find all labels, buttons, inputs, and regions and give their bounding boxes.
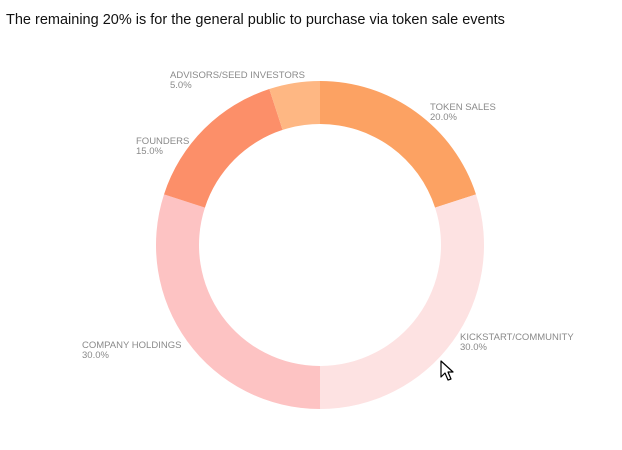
donut-slice-kickstart-community bbox=[320, 194, 484, 409]
slice-label: ADVISORS/SEED INVESTORS bbox=[170, 70, 305, 81]
donut-slice-company-holdings bbox=[155, 194, 320, 409]
slice-label: KICKSTART/COMMUNITY bbox=[460, 332, 574, 343]
donut-slice-advisors-seed-investors bbox=[269, 81, 320, 130]
slice-percent-label: 20.0% bbox=[430, 112, 457, 123]
slice-percent-label: 30.0% bbox=[460, 342, 487, 353]
slice-label: FOUNDERS bbox=[136, 136, 189, 147]
slice-percent-label: 30.0% bbox=[82, 350, 109, 361]
slice-label: COMPANY HOLDINGS bbox=[82, 340, 181, 351]
donut-slice-token-sales bbox=[320, 81, 476, 208]
chart-caption: The remaining 20% is for the general pub… bbox=[6, 12, 505, 28]
slice-percent-label: 15.0% bbox=[136, 146, 163, 157]
donut-slice-founders bbox=[164, 89, 283, 208]
mouse-pointer-icon bbox=[440, 360, 454, 381]
slice-percent-label: 5.0% bbox=[170, 80, 192, 91]
slice-label: TOKEN SALES bbox=[430, 102, 496, 113]
